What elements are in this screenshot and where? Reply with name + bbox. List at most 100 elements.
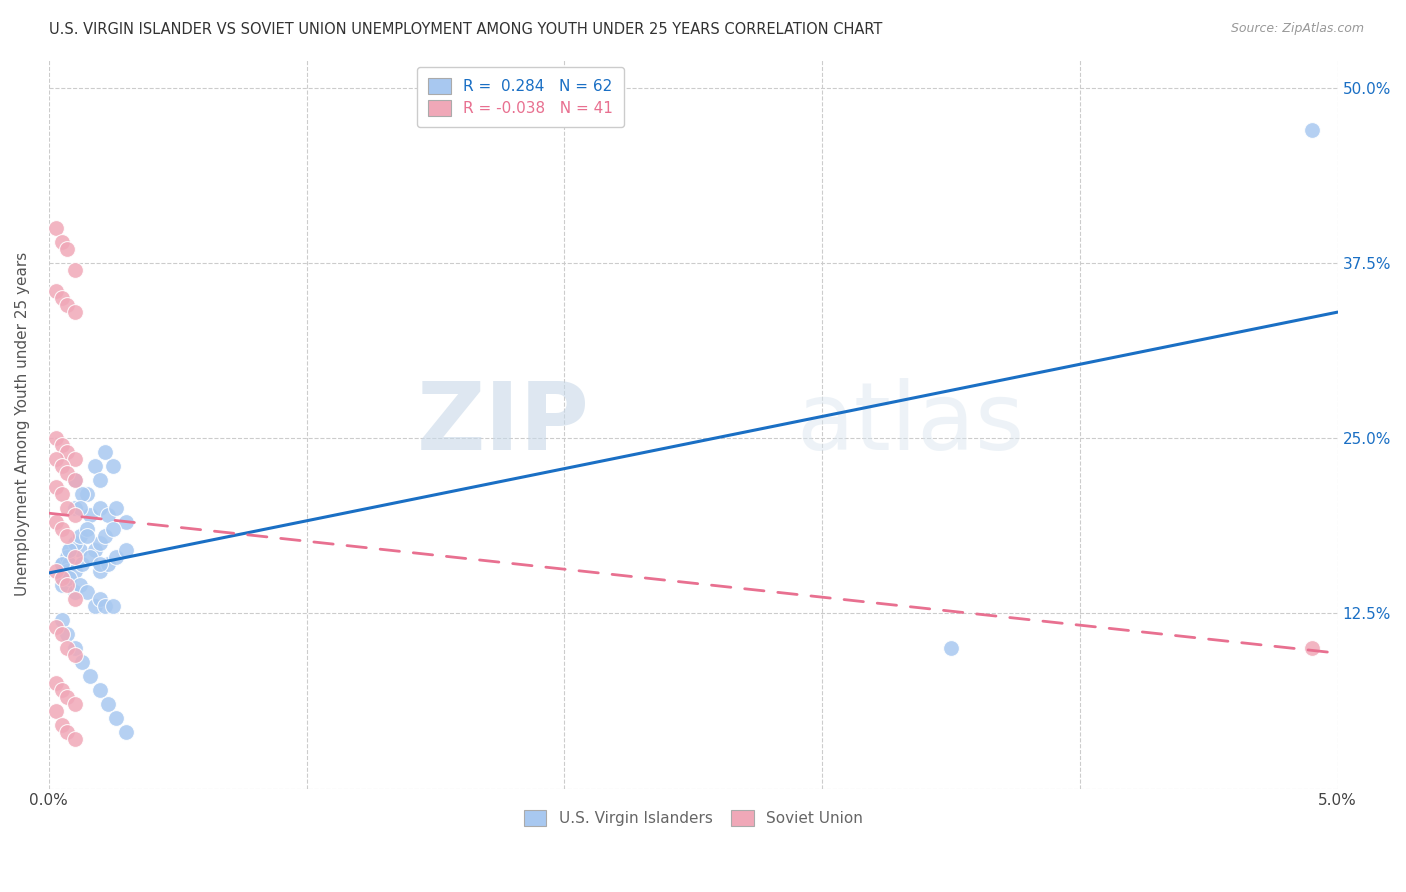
Text: Source: ZipAtlas.com: Source: ZipAtlas.com — [1230, 22, 1364, 36]
Point — [69, 578, 91, 592]
Y-axis label: Unemployment Among Youth under 25 years: Unemployment Among Youth under 25 years — [15, 252, 30, 596]
Point — [76, 585, 98, 599]
Point — [45, 515, 67, 529]
Point — [51, 571, 73, 585]
Point — [103, 522, 125, 536]
Legend: U.S. Virgin Islanders, Soviet Union: U.S. Virgin Islanders, Soviet Union — [515, 801, 872, 836]
Point — [94, 445, 117, 459]
Point — [94, 529, 117, 543]
Point — [97, 558, 120, 572]
Point — [51, 578, 73, 592]
Text: U.S. VIRGIN ISLANDER VS SOVIET UNION UNEMPLOYMENT AMONG YOUTH UNDER 25 YEARS COR: U.S. VIRGIN ISLANDER VS SOVIET UNION UNE… — [49, 22, 883, 37]
Point — [89, 536, 111, 550]
Point — [104, 711, 127, 725]
Point — [79, 550, 101, 565]
Point — [63, 473, 86, 487]
Point — [89, 473, 111, 487]
Point — [45, 452, 67, 467]
Point — [84, 459, 107, 474]
Point — [56, 641, 79, 656]
Point — [115, 725, 138, 739]
Point — [56, 445, 79, 459]
Point — [63, 550, 86, 565]
Text: atlas: atlas — [796, 378, 1025, 470]
Point — [58, 558, 80, 572]
Point — [63, 508, 86, 523]
Point — [63, 641, 86, 656]
Point — [56, 529, 79, 543]
Point — [63, 473, 86, 487]
Point — [63, 263, 86, 277]
Point — [56, 690, 79, 705]
Point — [69, 501, 91, 516]
Point — [51, 718, 73, 732]
Point — [45, 480, 67, 494]
Point — [89, 592, 111, 607]
Point — [89, 558, 111, 572]
Point — [103, 459, 125, 474]
Point — [97, 508, 120, 523]
Point — [69, 543, 91, 558]
Point — [63, 305, 86, 319]
Point — [45, 564, 67, 578]
Point — [56, 564, 79, 578]
Point — [104, 501, 127, 516]
Point — [72, 558, 94, 572]
Point — [56, 550, 79, 565]
Point — [89, 564, 111, 578]
Point — [84, 599, 107, 614]
Point — [115, 543, 138, 558]
Point — [63, 648, 86, 663]
Point — [63, 585, 86, 599]
Point — [89, 501, 111, 516]
Point — [63, 536, 86, 550]
Point — [97, 698, 120, 712]
Point — [76, 487, 98, 501]
Point — [45, 431, 67, 445]
Point — [51, 558, 73, 572]
Point — [56, 466, 79, 480]
Point — [76, 529, 98, 543]
Point — [45, 705, 67, 719]
Point — [69, 529, 91, 543]
Point — [56, 242, 79, 256]
Point — [63, 501, 86, 516]
Point — [1301, 122, 1323, 136]
Point — [51, 627, 73, 641]
Point — [72, 487, 94, 501]
Point — [56, 725, 79, 739]
Point — [51, 558, 73, 572]
Point — [63, 698, 86, 712]
Point — [84, 543, 107, 558]
Point — [94, 599, 117, 614]
Point — [56, 578, 79, 592]
Point — [56, 298, 79, 312]
Point — [72, 656, 94, 670]
Point — [115, 515, 138, 529]
Point — [79, 508, 101, 523]
Point — [51, 522, 73, 536]
Point — [51, 683, 73, 698]
Point — [56, 501, 79, 516]
Point — [63, 473, 86, 487]
Point — [103, 599, 125, 614]
Point — [51, 487, 73, 501]
Point — [104, 550, 127, 565]
Point — [51, 613, 73, 627]
Point — [45, 220, 67, 235]
Point — [56, 627, 79, 641]
Point — [51, 564, 73, 578]
Text: ZIP: ZIP — [418, 378, 591, 470]
Point — [51, 235, 73, 249]
Point — [63, 452, 86, 467]
Point — [58, 543, 80, 558]
Point — [45, 620, 67, 634]
Point — [89, 683, 111, 698]
Point — [1301, 641, 1323, 656]
Point — [939, 641, 962, 656]
Point — [76, 522, 98, 536]
Point — [51, 571, 73, 585]
Point — [51, 558, 73, 572]
Point — [51, 438, 73, 452]
Point — [58, 543, 80, 558]
